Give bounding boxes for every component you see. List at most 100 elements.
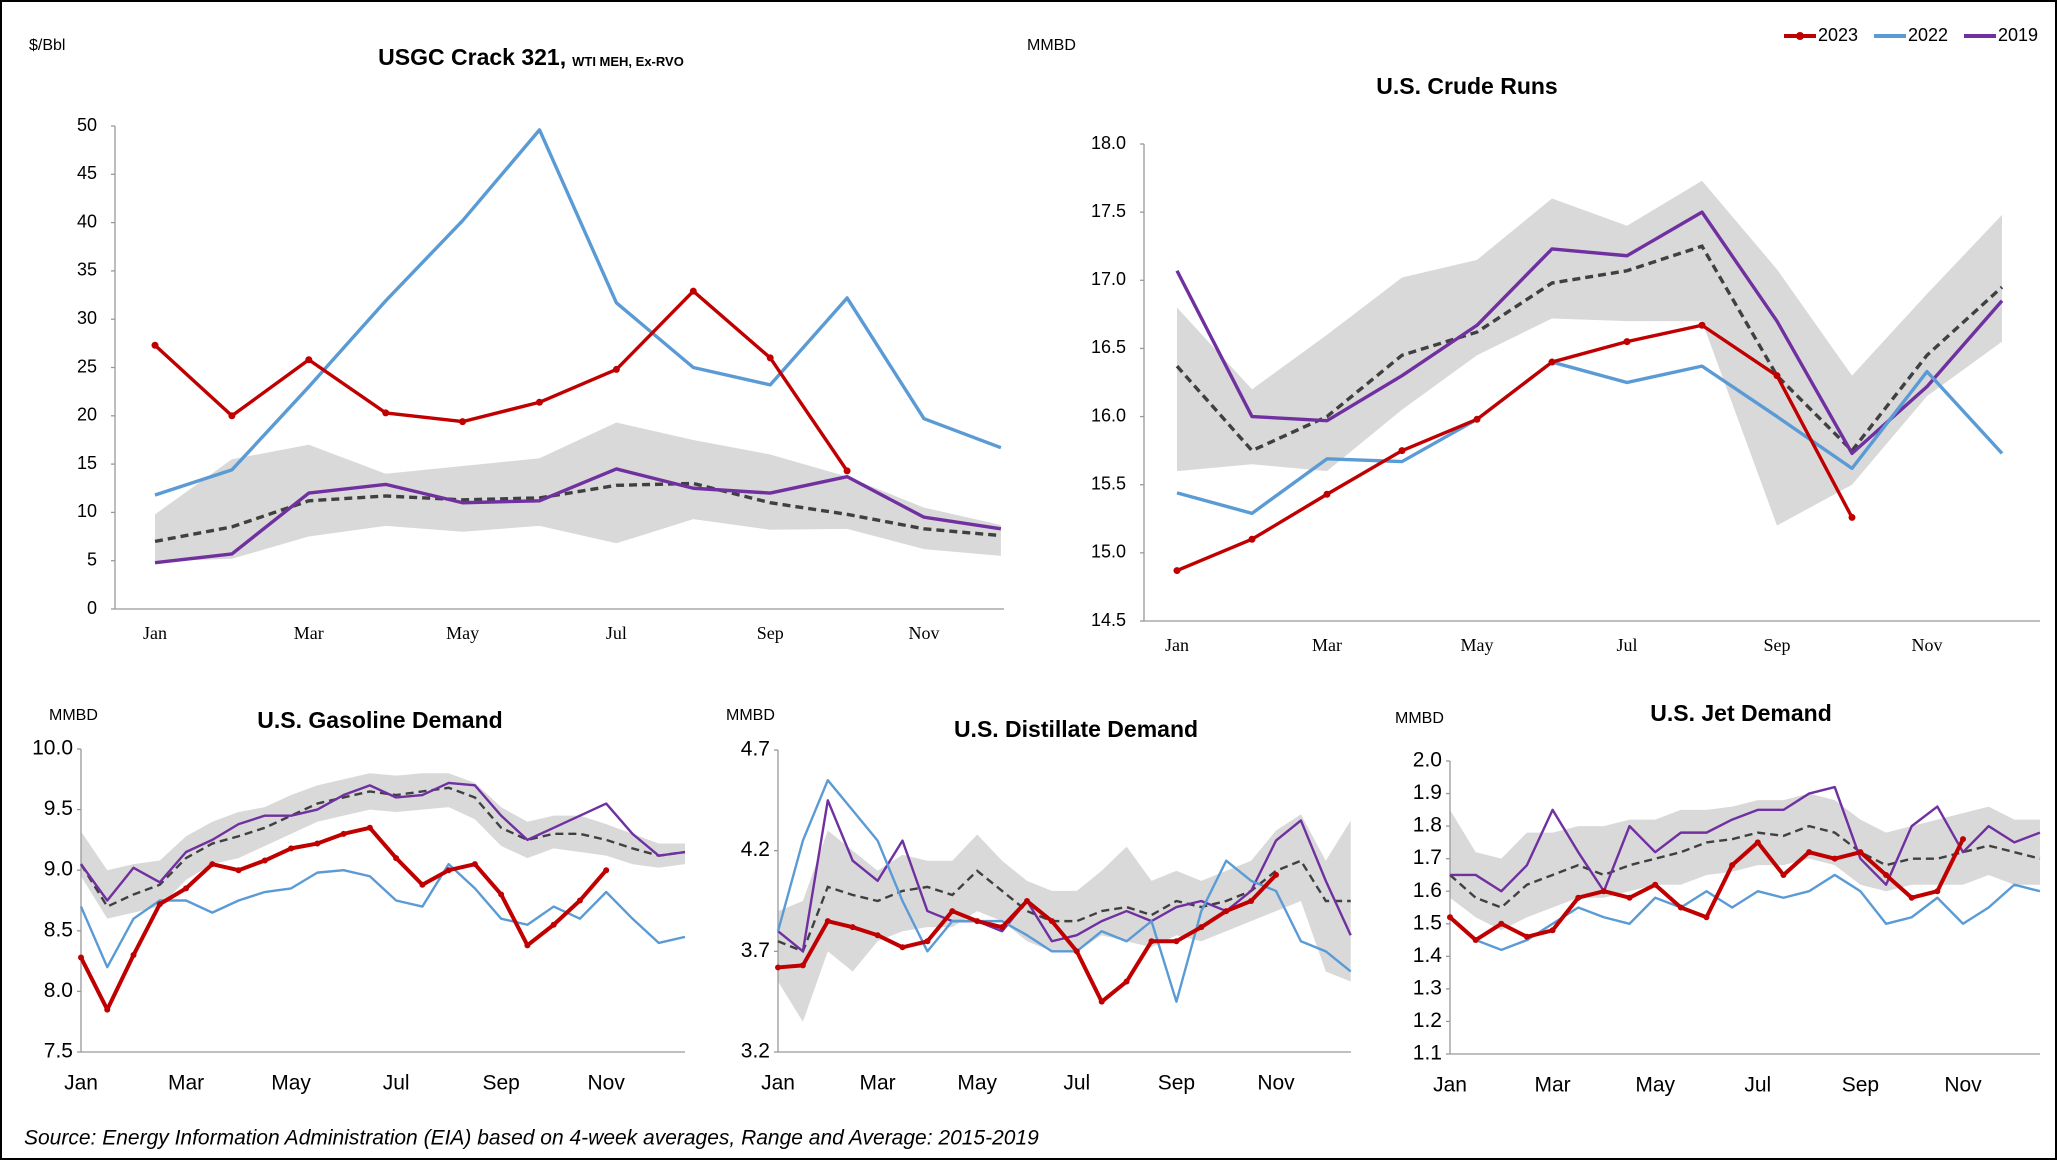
average-line <box>1175 244 2004 454</box>
legend-label: 2019 <box>1998 25 2038 45</box>
x-tick-label: Sep <box>1842 1074 1879 1097</box>
series-marker <box>1173 938 1180 945</box>
x-tick-label: Jan <box>143 623 167 643</box>
series-marker <box>1473 415 1481 423</box>
series-line <box>154 467 1002 565</box>
series-marker <box>1623 338 1631 346</box>
x-tick-label: Nov <box>1912 635 1943 655</box>
source-note: Source: Energy Information Administratio… <box>24 1127 1039 1150</box>
series-marker <box>1123 978 1130 985</box>
series-marker <box>603 867 610 874</box>
series-marker <box>924 938 931 945</box>
series-line <box>153 289 849 472</box>
series-line <box>776 779 1352 1003</box>
x-tick-label: May <box>446 623 479 643</box>
y-tick-label: 18.0 <box>1091 133 1126 153</box>
average-line <box>777 859 1351 953</box>
series-marker <box>899 944 906 951</box>
series-marker <box>1780 871 1787 878</box>
y-tick-label: 1.5 <box>1413 911 1442 934</box>
y-tick-label: 9.0 <box>44 858 73 881</box>
series-line <box>79 862 686 969</box>
x-tick-label: Nov <box>1257 1072 1295 1095</box>
x-tick-label: Jul <box>1616 635 1637 655</box>
series-marker <box>524 942 531 949</box>
chart-title: U.S. Jet Demand <box>1650 700 1832 726</box>
title-text: USGC Crack 321, <box>378 44 566 70</box>
series-marker <box>261 857 268 864</box>
y-tick-label: 16.0 <box>1091 405 1126 425</box>
y-tick-label: 1.7 <box>1413 846 1442 869</box>
y-tick-label: 40 <box>77 211 97 231</box>
series-marker <box>874 932 881 939</box>
chart: U.S. Crude Runs MMBD 14.5 15.0 15.5 16.0 16.5 1… <box>1027 25 2040 655</box>
y-tick-label: 15.0 <box>1091 542 1126 562</box>
series-marker <box>1908 894 1915 901</box>
y-tick-label: 25 <box>77 356 97 376</box>
x-tick-label: Jul <box>1744 1074 1771 1097</box>
series-marker <box>1934 888 1941 895</box>
chart-title: U.S. Distillate Demand <box>954 716 1198 742</box>
series-marker <box>1600 888 1607 895</box>
series-marker <box>340 830 347 837</box>
x-tick-label: Mar <box>860 1072 896 1095</box>
y-tick-label: 3.7 <box>741 939 770 962</box>
x-tick-label: Jul <box>383 1072 410 1095</box>
series-marker <box>1173 567 1181 575</box>
y-tick-label: 3.2 <box>741 1040 770 1063</box>
y-tick-label: 5 <box>87 549 97 569</box>
series-marker <box>1398 447 1406 455</box>
series-marker <box>1148 938 1155 945</box>
y-tick-label: 10.0 <box>32 737 73 760</box>
series-marker <box>382 409 390 417</box>
x-tick-label: Jul <box>606 623 627 643</box>
x-tick-label: Mar <box>168 1072 204 1095</box>
x-tick-label: Jul <box>1063 1072 1090 1095</box>
x-tick-label: Mar <box>1312 635 1342 655</box>
series-marker <box>1024 898 1030 904</box>
chart: U.S. Jet Demand MMBD 1.1 1.2 1.3 1.4 1.5 1.6 1.7… <box>1395 700 2041 1097</box>
series-line <box>1175 210 2004 456</box>
series-line <box>1176 360 2004 516</box>
y-tick-label: 1.6 <box>1413 879 1442 902</box>
series-marker <box>1273 871 1279 878</box>
y-tick-label: 8.5 <box>44 918 73 941</box>
chart-title: USGC Crack 321, WTI MEH, Ex-RVO <box>378 44 684 70</box>
series-marker <box>1472 937 1479 944</box>
series-line <box>1450 785 2041 893</box>
series-marker <box>1626 894 1633 901</box>
series-marker <box>314 840 321 847</box>
series-marker <box>576 897 583 904</box>
y-tick-label: 4.7 <box>741 738 770 761</box>
series-marker <box>612 365 620 373</box>
series-marker <box>393 855 400 862</box>
y-tick-label: 14.5 <box>1091 610 1126 630</box>
series-marker <box>1575 894 1582 901</box>
series-marker <box>974 918 981 925</box>
series-marker <box>104 1006 111 1013</box>
series-marker <box>1549 927 1556 934</box>
series-line <box>1449 873 2041 952</box>
x-tick-label: Nov <box>909 623 940 643</box>
series-marker <box>799 962 806 969</box>
series-marker <box>471 861 478 868</box>
y-tick-label: 1.3 <box>1413 976 1442 999</box>
x-tick-label: Sep <box>482 1072 519 1095</box>
series-marker <box>1831 855 1838 862</box>
series-marker <box>536 398 543 406</box>
average-line <box>79 786 686 909</box>
y-tick-label: 15.5 <box>1091 473 1126 493</box>
x-tick-label: Mar <box>1535 1074 1571 1097</box>
series-marker <box>1548 358 1556 366</box>
title-text: U.S. Crude Runs <box>1376 73 1557 99</box>
series-line <box>154 128 1002 497</box>
series-marker <box>1198 924 1205 931</box>
series-marker <box>1498 920 1505 927</box>
series-marker <box>1073 948 1080 955</box>
series-marker <box>843 467 851 475</box>
x-tick-label: Jan <box>761 1072 795 1095</box>
chart-subtitle: WTI MEH, Ex-RVO <box>572 54 684 69</box>
series-marker <box>1447 914 1453 921</box>
average-line <box>1449 824 2041 909</box>
